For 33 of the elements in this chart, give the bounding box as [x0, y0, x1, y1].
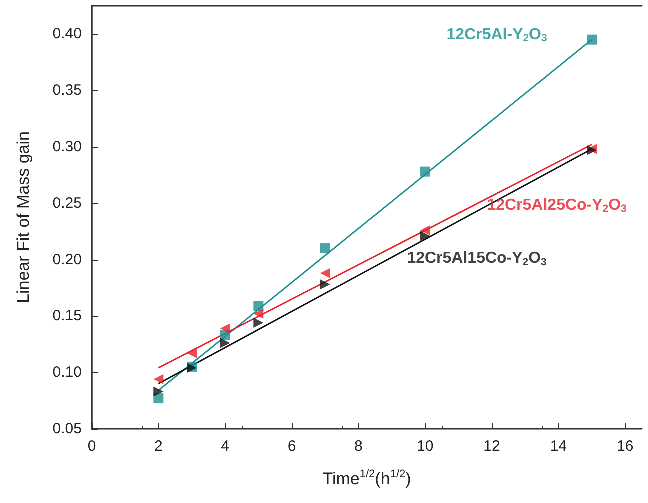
x-tick-label: 2 [154, 438, 163, 455]
x-tick-label: 16 [616, 438, 634, 455]
point [254, 301, 264, 312]
x-tick-label: 8 [354, 438, 363, 455]
point [320, 268, 330, 278]
y-tick-label: 0.35 [52, 82, 82, 100]
x-tick-label: 6 [288, 438, 296, 455]
point [154, 374, 164, 384]
y-tick-label: 0.40 [52, 26, 82, 43]
x-tick-label: 4 [221, 438, 230, 455]
point [420, 225, 430, 236]
y-tick-label: 0.20 [52, 251, 82, 268]
point [587, 34, 597, 45]
x-tick-label: 12 [484, 438, 500, 455]
point [320, 244, 330, 254]
x-tick-label: 0 [88, 438, 96, 455]
point [420, 166, 430, 177]
point [420, 231, 430, 242]
point [254, 308, 264, 319]
y-tick-label: 0.15 [52, 308, 82, 325]
x-tick-label: 10 [416, 438, 434, 455]
point [220, 338, 230, 348]
point [220, 324, 230, 334]
point [254, 318, 264, 328]
y-tick-label: 0.30 [52, 138, 82, 156]
point [154, 386, 164, 397]
y-tick-label: 0.10 [52, 364, 82, 382]
y-axis-title: Linear Fit of Mass gain [14, 132, 33, 304]
point [187, 348, 197, 358]
y-tick-label: 0.25 [52, 194, 82, 212]
point [320, 280, 330, 290]
x-tick-label: 14 [550, 438, 568, 455]
y-tick-label: 0.05 [52, 420, 82, 438]
